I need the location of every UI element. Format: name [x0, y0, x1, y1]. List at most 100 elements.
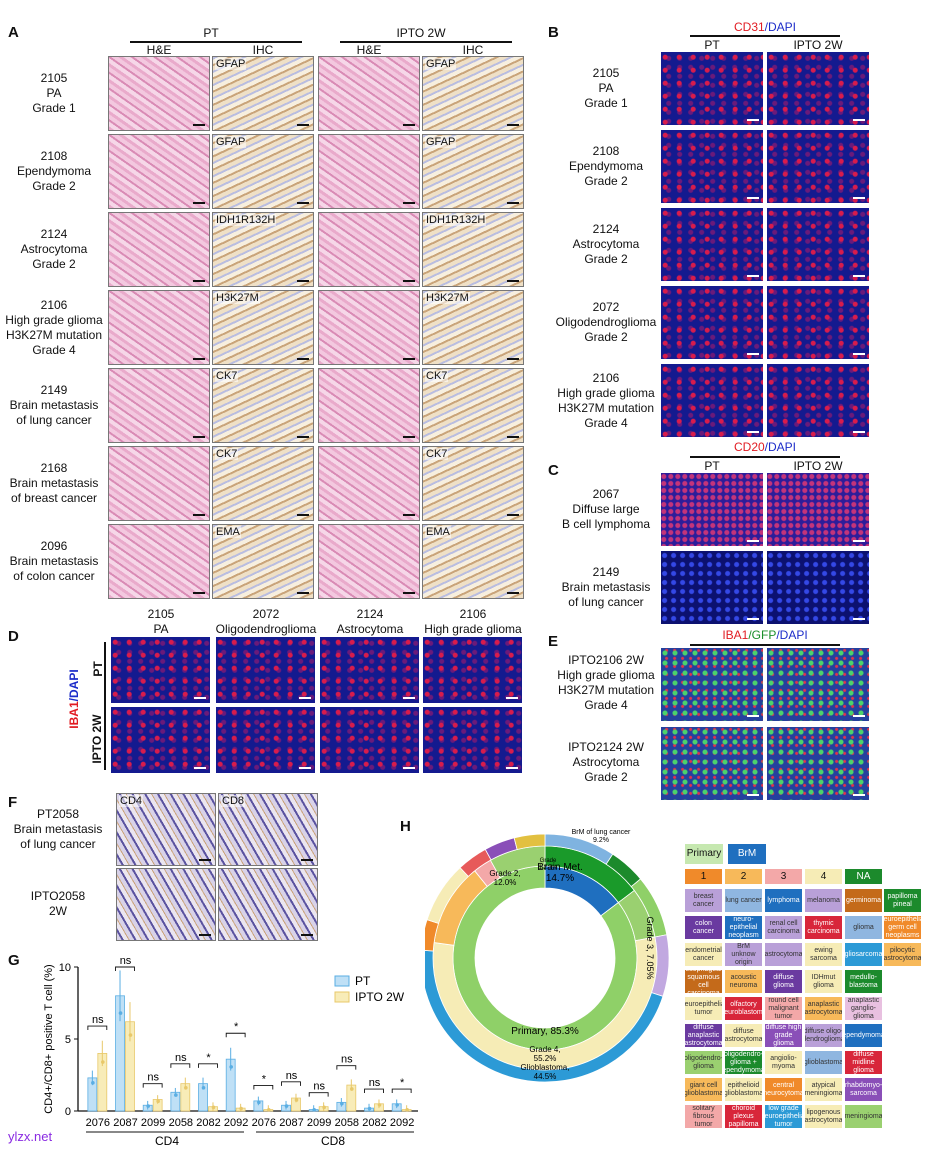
- scale-bar: [507, 280, 519, 282]
- scale-bar: [301, 934, 313, 936]
- y-tick-label: 5: [65, 1034, 71, 1046]
- ihc-image: CK7: [422, 446, 524, 521]
- he-image: [318, 134, 420, 209]
- scale-bar: [507, 202, 519, 204]
- iba1-pt-image: [215, 636, 316, 704]
- panel-e-title: IBA1/GFP/DAPI: [660, 628, 870, 642]
- legend-item: lymphoma: [764, 888, 803, 913]
- significance-bracket: [336, 1065, 357, 1070]
- scale-bar: [193, 592, 205, 594]
- data-point: [118, 1011, 123, 1015]
- iba1-pt-image: [110, 636, 211, 704]
- cd20-image: [766, 550, 870, 625]
- cd4-image: [116, 868, 216, 941]
- cd8-image: CD8: [218, 793, 318, 866]
- cd31-image: [766, 51, 870, 126]
- legend-item: central neurocytoma: [764, 1077, 803, 1102]
- panel-a-row-label: 2096 Brain metastasis of colon cancer: [9, 539, 99, 583]
- stain-label: CK7: [425, 370, 449, 382]
- significance-bracket: [364, 1088, 384, 1094]
- significance-bracket: [281, 1081, 301, 1086]
- scale-bar: [193, 124, 205, 126]
- scale-bar: [747, 431, 759, 433]
- panel-a-ipto-header: IPTO 2W: [396, 26, 446, 40]
- scale-bar: [299, 697, 311, 699]
- legend-grade-1: 1: [684, 868, 723, 885]
- panel-d-column-label: 2124 Astrocytoma: [336, 607, 404, 636]
- scale-bar: [193, 436, 205, 438]
- significance-label: ns: [175, 1052, 187, 1064]
- panel-f-row-label: IPTO2058 2W: [30, 889, 86, 918]
- legend-swatch-ipto: [334, 991, 350, 1003]
- data-point: [211, 1105, 216, 1110]
- legend-item: oligodendro- glioma + ependymoma: [724, 1050, 763, 1075]
- panel-e-bar: [690, 644, 840, 646]
- panel-c-col-ipto: IPTO 2W: [793, 459, 843, 473]
- cd31-image: [766, 207, 870, 282]
- label-brm-lung: 9.2%: [593, 837, 609, 844]
- cd31-image: [660, 363, 764, 438]
- scale-bar: [853, 715, 865, 717]
- significance-label: *: [234, 1021, 239, 1033]
- scale-bar: [297, 124, 309, 126]
- panel-c-bar: [690, 456, 840, 458]
- he-image: [318, 290, 420, 365]
- panel-d-side-blue: /DAPI: [67, 669, 81, 702]
- he-image: [318, 524, 420, 599]
- legend-item: lipogenous astrocytoma: [804, 1104, 843, 1129]
- legend-item: neuroepithelial tumor: [684, 996, 723, 1021]
- data-point: [340, 1101, 344, 1106]
- significance-bracket: [170, 1063, 191, 1068]
- significance-bracket: [225, 1032, 246, 1038]
- cd4-image: CD4: [116, 793, 216, 866]
- panel-b-label: B: [548, 24, 559, 41]
- panel-a-ihc-1: IHC: [252, 43, 274, 57]
- y-axis-label: CD4+/CD8+ positive T cell (%): [43, 964, 55, 1113]
- panel-c-title-blue: /DAPI: [764, 440, 797, 454]
- data-point: [229, 1065, 233, 1069]
- he-image: [108, 212, 210, 287]
- scale-bar: [299, 767, 311, 769]
- panel-a-pt-header: PT: [203, 26, 219, 40]
- stain-label: CK7: [215, 448, 239, 460]
- scale-bar: [199, 934, 211, 936]
- scale-bar: [297, 280, 309, 282]
- significance-bracket: [115, 966, 135, 971]
- cd31-image: [766, 363, 870, 438]
- panel-d-side-bar: [104, 642, 106, 770]
- label-gbm: Glioblastoma,: [521, 1063, 570, 1072]
- scale-bar: [403, 436, 415, 438]
- scale-bar: [403, 592, 415, 594]
- panel-a-ipto-bar: [340, 41, 512, 43]
- scale-bar: [853, 197, 865, 199]
- significance-label: *: [206, 1052, 211, 1064]
- ihc-image: H3K27M: [212, 290, 314, 365]
- x-tick-label: 2087: [113, 1117, 137, 1129]
- scale-bar: [853, 119, 865, 121]
- panel-e-title-red: IBA1: [722, 628, 749, 642]
- scale-bar: [853, 431, 865, 433]
- panel-c-title: CD20/DAPI: [660, 440, 870, 454]
- ihc-image: IDH1R132H: [212, 212, 314, 287]
- significance-label: ns: [313, 1081, 325, 1093]
- group-label-cd8: CD8: [321, 1134, 345, 1148]
- panel-b-row-label: 2124 Astrocytoma Grade 2: [572, 222, 640, 266]
- stain-label: GFAP: [425, 136, 457, 148]
- stain-label: EMA: [425, 526, 451, 538]
- scale-bar: [193, 514, 205, 516]
- scale-bar: [506, 767, 518, 769]
- legend-item: thymic carcinoma: [804, 915, 843, 940]
- scale-bar: [403, 697, 415, 699]
- iba1-gfp-image: [766, 647, 870, 722]
- data-point: [257, 1100, 261, 1105]
- panel-d-row-ipto-text: IPTO 2W: [90, 714, 104, 764]
- significance-label: ns: [92, 1014, 104, 1026]
- panel-d-column-label: 2106 High grade glioma: [424, 607, 522, 636]
- panel-a-row-label: 2108 Ependymoma Grade 2: [16, 149, 92, 193]
- legend-item: diffuse glioma: [764, 969, 803, 994]
- x-tick-label: 2099: [307, 1117, 331, 1129]
- panel-c-title-red: CD20: [733, 440, 765, 454]
- label-grade3: Grade 3, 7.05%: [645, 916, 655, 979]
- label-primary: Primary, 85.3%: [511, 1026, 579, 1037]
- panel-a-row-label: 2168 Brain metastasis of breast cancer: [9, 461, 99, 505]
